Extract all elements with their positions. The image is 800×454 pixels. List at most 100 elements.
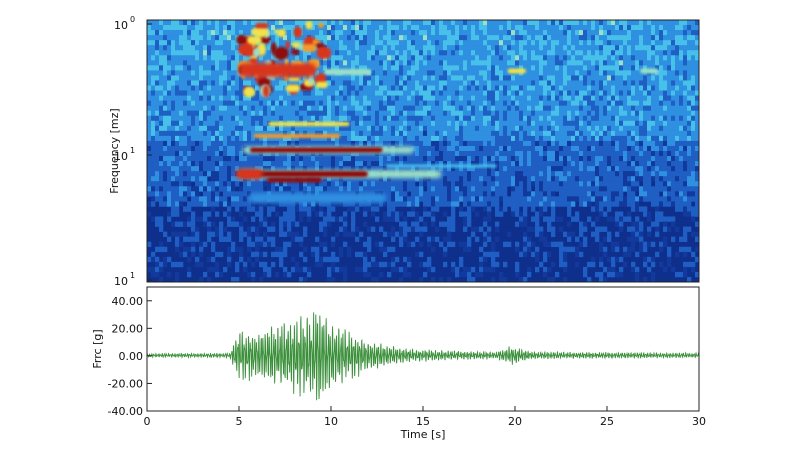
spectrogram-cell-4671	[579, 90, 584, 96]
spectrogram-cell-3098	[431, 151, 436, 157]
spectrogram-cell-4217	[535, 196, 540, 202]
spectrogram-cell-59	[151, 115, 156, 122]
spectrogram-cell-4859	[595, 201, 600, 207]
spectrogram-cell-2931	[415, 166, 420, 172]
spectrogram-cell-1967	[327, 100, 332, 106]
spectrogram-cell-1286	[263, 181, 268, 187]
spectrogram-cell-1812	[311, 181, 316, 187]
spectrogram-cell-1319	[267, 125, 272, 132]
spectrogram-cell-4358	[547, 266, 552, 273]
spectrogram-cell-4208	[535, 151, 540, 157]
spectrogram-cell-3744	[491, 145, 496, 152]
spectrogram-cell-1905	[319, 261, 324, 268]
spectrogram-cell-2787	[403, 90, 408, 96]
spectrogram-cell-3743	[491, 140, 496, 147]
spectrogram-cell-586	[199, 161, 204, 167]
spectrogram-cell-980	[235, 201, 240, 207]
spectrogram-cell-4121	[527, 135, 532, 142]
spectrogram-cell-2602	[387, 55, 392, 61]
spectrogram-cell-2300	[359, 40, 364, 46]
spectrogram-cell-3386	[459, 110, 464, 117]
spectrogram-cell-2600	[387, 45, 392, 51]
spectrogram-cell-4538	[567, 50, 572, 56]
spectrogram-cell-2466	[371, 261, 376, 268]
spectrogram-cell-1009	[239, 130, 244, 137]
spectrogram-cell-550	[195, 196, 200, 202]
spectrogram-cell-1513	[283, 246, 288, 253]
spectrogram-cell-3611	[479, 151, 484, 157]
spectrogram-cell-2499	[375, 176, 380, 182]
spectrogram-cell-1861	[315, 261, 320, 268]
spectrogram-cell-2568	[383, 100, 388, 106]
spectrogram-cell-1154	[251, 201, 256, 207]
spectrogram-cell-1190	[255, 156, 260, 162]
spectrogram-cell-1984	[327, 186, 332, 192]
spectrogram-cell-22	[147, 130, 152, 137]
spectrogram-cell-162	[159, 216, 164, 222]
spectrogram-cell-3240	[447, 20, 452, 26]
spectrogram-cell-3919	[507, 176, 512, 182]
spectrogram-cell-3335	[455, 50, 460, 56]
spectrogram-cell-1842	[315, 130, 320, 137]
spectrogram-cell-2660	[391, 125, 396, 132]
spectrogram-cell-2558	[383, 50, 388, 56]
spectrogram-cell-265	[171, 80, 176, 86]
spectrogram-cell-3891	[507, 35, 512, 41]
spectrogram-cell-914	[231, 75, 236, 81]
spectrogram-cell-3055	[427, 151, 432, 157]
spectrogram-cell-3942	[511, 105, 516, 111]
spectrogram-cell-293	[171, 231, 176, 237]
spectrogram-cell-1234	[259, 151, 264, 157]
spectrogram-cell-4236	[539, 60, 544, 66]
spectrogram-cell-4619	[575, 40, 580, 46]
spectrogram-cell-946	[235, 25, 240, 31]
spectrogram-cell-2512	[379, 30, 384, 36]
spectrogram-cell-4172	[531, 176, 536, 182]
spectrogram-cell-4189	[535, 55, 540, 61]
spectrogram-cell-1645	[295, 236, 300, 242]
spectrogram-cell-4332	[547, 100, 552, 106]
spectrogram-cell-2172	[347, 25, 352, 31]
spectrogram-cell-28	[147, 161, 152, 167]
spectrogram-cell-3247	[447, 55, 452, 61]
spectrogram-cell-4297	[543, 151, 548, 157]
spectrogram-cell-3416	[463, 50, 468, 56]
spectrogram-cell-503	[191, 191, 196, 197]
spectrogram-cell-3178	[439, 125, 444, 132]
spectrogram-cell-4520	[563, 181, 568, 187]
spectrogram-cell-2036	[331, 241, 336, 248]
spectrogram-cell-666	[207, 140, 212, 147]
spectrogram-cell-4276	[543, 45, 548, 51]
spectrogram-cell-3079	[431, 55, 436, 61]
spectrogram-cell-2386	[367, 40, 372, 46]
spectrogram-cell-72	[151, 181, 156, 187]
spectrogram-cell-4638	[575, 135, 580, 142]
spectrogram-cell-404	[183, 120, 188, 127]
spectrogram-cell-2966	[419, 130, 424, 137]
spectrogram-cell-949	[235, 40, 240, 46]
spectrogram-cell-3673	[483, 266, 488, 273]
spectrogram-cell-3504	[471, 30, 476, 36]
spectrogram-cell-2063	[335, 125, 340, 132]
spectrogram-cell-4721	[583, 130, 588, 137]
spectrogram-cell-2718	[395, 181, 400, 187]
spectrogram-cell-3603	[479, 110, 484, 117]
spectrogram-cell-2415	[367, 186, 372, 192]
spectrogram-cell-3623	[479, 246, 484, 253]
spectrogram-cell-272	[171, 115, 176, 122]
spectrogram-cell-833	[223, 105, 228, 111]
spectrogram-cell-1813	[311, 186, 316, 192]
spectrogram-cell-2490	[375, 130, 380, 137]
spectrogram-cell-2935	[415, 191, 420, 197]
spectrogram-cell-436	[187, 70, 192, 76]
spectrogram-cell-27	[147, 156, 152, 162]
spectrogram-cell-1787	[311, 55, 316, 61]
spectrogram-cell-856	[223, 266, 228, 273]
spectrogram-cell-223	[167, 80, 172, 86]
spectrogram-cell-1048	[243, 105, 248, 111]
spectrogram-cell-2668	[391, 166, 396, 172]
spectrogram-cell-16	[147, 100, 152, 106]
spectrogram-cell-1876	[319, 90, 324, 96]
spectrogram-cell-1652	[299, 40, 304, 46]
spectrogram-cell-2170	[343, 276, 348, 282]
